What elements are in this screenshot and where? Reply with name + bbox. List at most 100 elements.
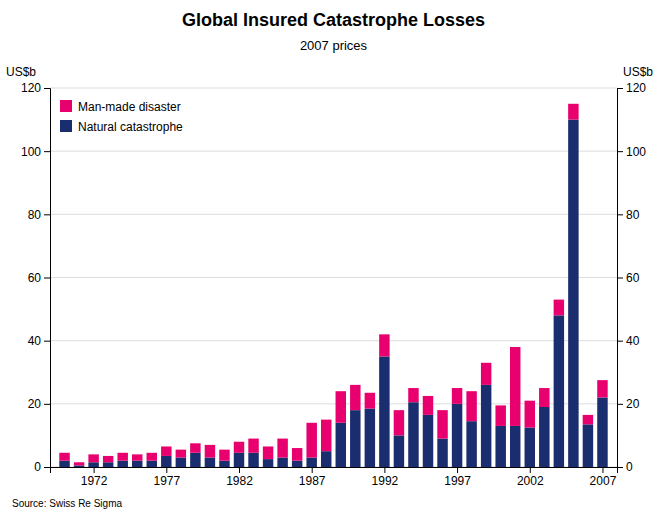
tick-mark [617,467,623,468]
tick-mark [44,278,50,279]
bar [306,458,316,467]
bars [59,104,607,467]
tick-mark [530,467,531,473]
tick: 1997 [444,467,471,488]
bar [88,462,98,467]
bar [59,453,69,461]
tick-label: 120 [626,81,646,95]
bar [452,404,462,467]
bar [510,347,520,426]
tick-label: 80 [28,208,42,222]
bar [423,396,433,415]
legend-label: Natural catastrophe [78,120,183,134]
tick-label: 1977 [153,474,180,488]
bar [481,385,491,467]
bar [466,391,476,421]
subtitle: 2007 prices [300,38,368,53]
bar [583,424,593,467]
bar [103,462,113,467]
tick: 40 [617,334,640,348]
bar [190,453,200,467]
tick-mark [239,467,240,473]
tick-mark [44,214,50,215]
bar [452,388,462,404]
axis-line [44,89,51,468]
tick-mark [44,404,50,405]
bar [495,426,505,467]
bar [394,410,404,435]
tick: 80 [28,208,50,222]
series [59,120,607,467]
legend: Man-made disasterNatural catastrophe [60,100,183,134]
bar [205,445,215,458]
bar [277,439,287,458]
tick-label: 1992 [372,474,399,488]
tick-label: 1972 [81,474,108,488]
bar [336,391,346,423]
tick: 120 [21,81,50,95]
tick: 2002 [517,467,544,488]
bar [379,334,389,356]
grid-line [50,151,617,152]
bar [597,398,607,467]
tick-label: 20 [626,397,640,411]
bar [350,410,360,467]
series [59,104,607,466]
tick: 40 [28,334,50,348]
bar [510,426,520,467]
bar [495,405,505,426]
tick-label: 20 [28,397,42,411]
bar [379,356,389,467]
tick: 0 [34,460,50,474]
tick: 100 [617,145,646,159]
grid-line [50,214,617,215]
bar [147,461,157,467]
bar [423,415,433,467]
y-axis-label: US$b [6,65,36,79]
tick: 1987 [299,467,326,488]
y2-axis-label: US$b [623,65,653,79]
bar [190,443,200,452]
tick: 60 [28,271,50,285]
bar [365,393,375,409]
bar [103,456,113,462]
tick-mark [602,467,603,473]
y-axis: 020406080100120 [21,81,51,474]
bar [248,439,258,453]
bar [176,450,186,458]
legend-swatch [60,120,72,132]
bar [466,421,476,467]
bar [147,453,157,461]
bar [205,458,215,467]
bar [292,461,302,467]
bar [408,402,418,467]
bar [554,315,564,467]
tick: 120 [617,81,646,95]
tick-label: 0 [626,460,633,474]
bar [132,461,142,467]
bar [277,458,287,467]
bar [59,461,69,467]
bar [481,363,491,385]
x-axis: 19721977198219871992199720022007 [51,467,618,488]
bar [597,380,607,397]
bar [350,385,360,410]
tick-label: 60 [626,271,640,285]
tick-mark [617,88,623,89]
tick-mark [94,467,95,473]
tick-mark [617,404,623,405]
bar [321,451,331,467]
grid-line [50,277,617,278]
legend-item: Natural catastrophe [60,120,183,134]
bar [365,409,375,467]
chart: Global Insured Catastrophe Losses2007 pr… [0,0,667,515]
tick-mark [617,214,623,215]
tick-mark [617,278,623,279]
tick-label: 100 [626,145,646,159]
tick-label: 1997 [444,474,471,488]
axis-line [618,89,624,468]
bar [336,423,346,467]
tick-label: 2007 [590,474,617,488]
tick-label: 40 [28,334,42,348]
bar [263,459,273,467]
